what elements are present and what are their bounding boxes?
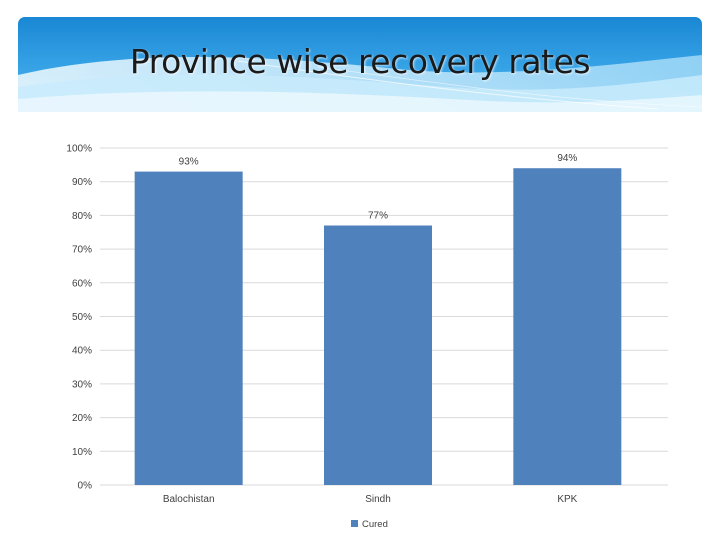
y-tick-label: 100%: [66, 144, 92, 155]
slide-header: Province wise recovery rates: [18, 17, 702, 112]
bars: [134, 168, 622, 485]
y-tick-label: 70%: [72, 245, 92, 256]
y-tick-label: 80%: [72, 211, 92, 222]
y-tick-label: 40%: [72, 346, 92, 357]
y-tick-label: 90%: [72, 177, 92, 188]
bar: [513, 168, 622, 485]
y-tick-label: 10%: [72, 447, 92, 458]
page-title: Province wise recovery rates: [129, 42, 591, 81]
y-tick-label: 50%: [72, 312, 92, 323]
x-tick-label: Balochistan: [163, 494, 215, 505]
legend: Cured: [351, 519, 388, 530]
header-wave-background: [18, 17, 702, 112]
x-tick-label: Sindh: [365, 494, 391, 505]
data-label: 93%: [179, 157, 199, 168]
y-tick-label: 0%: [78, 481, 93, 492]
x-axis-ticks: Balochistan Sindh KPK: [163, 494, 578, 505]
bar: [324, 225, 432, 485]
y-axis-ticks: 0% 10% 20% 30% 40% 50% 60% 70% 80% 90% 100%: [66, 144, 92, 492]
y-tick-label: 60%: [72, 278, 92, 289]
bar: [134, 171, 243, 485]
data-labels: 93% 77% 94%: [179, 153, 578, 221]
y-tick-label: 30%: [72, 379, 92, 390]
x-tick-label: KPK: [557, 494, 577, 505]
data-label: 94%: [557, 153, 577, 164]
legend-label: Cured: [362, 519, 388, 530]
legend-swatch: [351, 520, 358, 527]
y-tick-label: 20%: [72, 413, 92, 424]
data-label: 77%: [368, 211, 388, 222]
